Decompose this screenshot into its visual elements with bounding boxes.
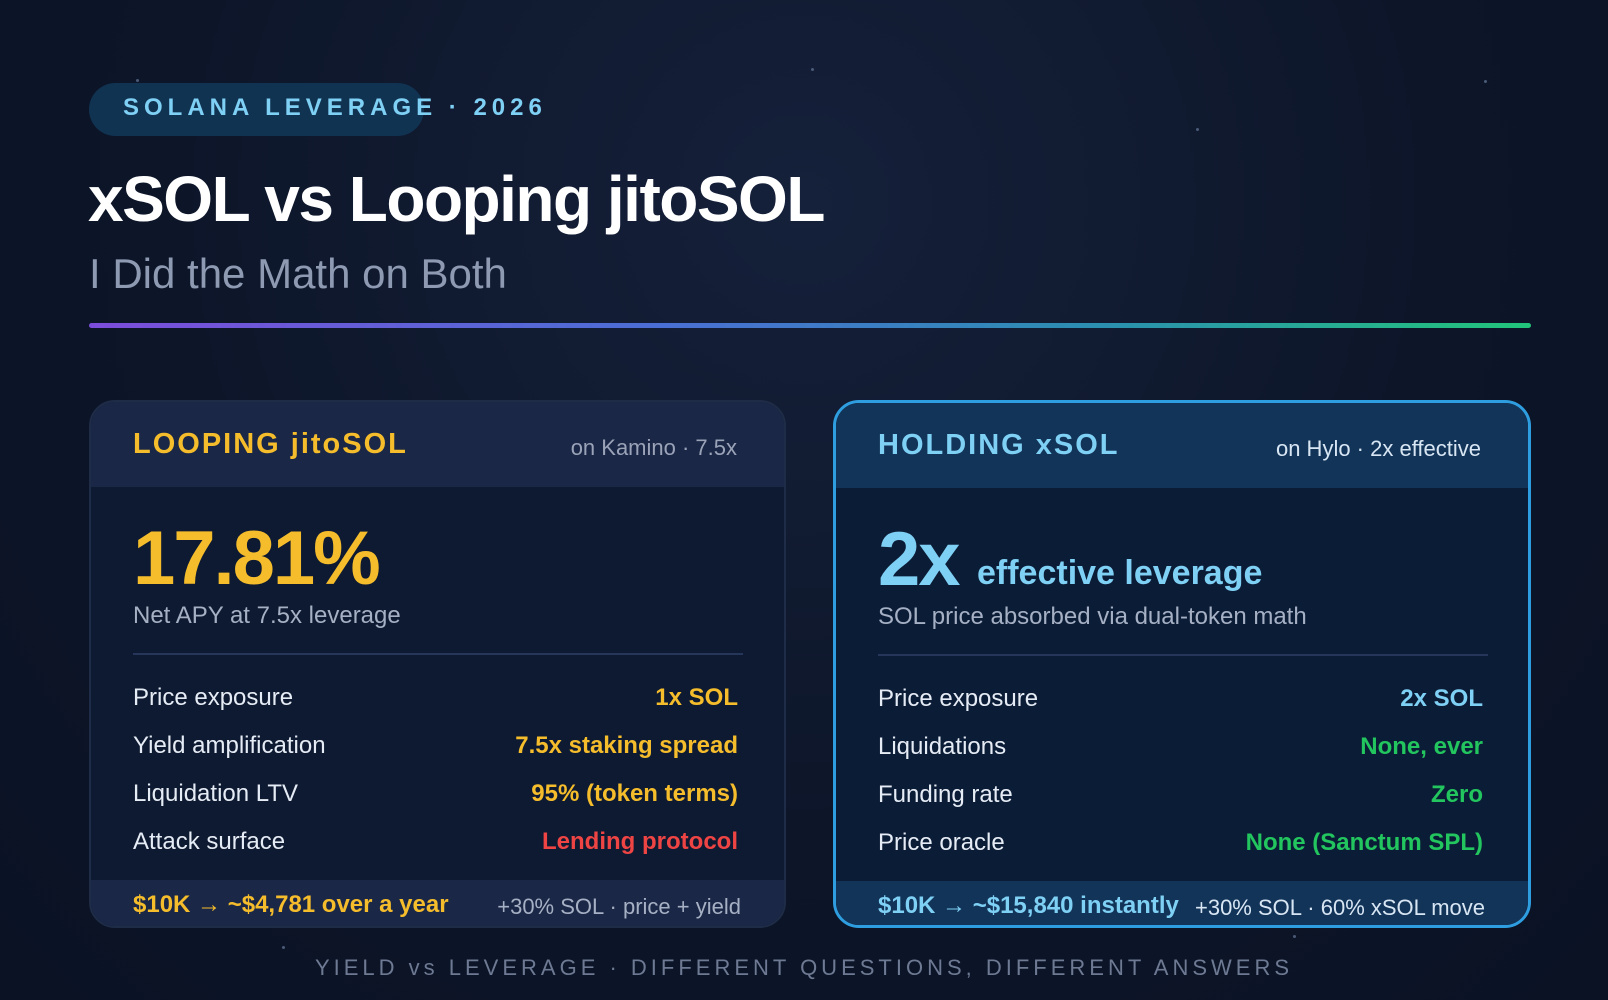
holding-xsol-card: HOLDING xSOL on Hylo · 2x effective 2x e… [833, 400, 1531, 928]
header-gradient-divider [89, 323, 1531, 328]
metric-value: Lending protocol [542, 828, 738, 855]
page-subtitle: I Did the Math on Both [89, 250, 507, 297]
metric-value: None, ever [1360, 733, 1483, 760]
metric-label: Liquidations [878, 733, 1007, 760]
metric-row-liquidations: Liquidations None, ever [878, 733, 1483, 767]
background-star [136, 79, 139, 82]
card-footer: $10K → ~$4,781 over a year +30% SOL · pr… [91, 880, 784, 926]
footer-scenario: +30% SOL · 60% xSOL move [1194, 895, 1485, 920]
footer-outcome: $10K → ~$15,840 instantly [878, 892, 1179, 919]
card-subtitle: on Hylo · 2x effective [1275, 436, 1481, 461]
header-badge [89, 83, 424, 136]
metric-row-price-oracle: Price oracle None (Sanctum SPL) [878, 829, 1483, 863]
card-header: LOOPING jitoSOL on Kamino · 7.5x [91, 402, 784, 487]
card-subtitle: on Kamino · 7.5x [570, 435, 737, 460]
metric-row-funding-rate: Funding rate Zero [878, 781, 1483, 815]
background-star [1484, 80, 1487, 83]
metric-value: 7.5x staking spread [515, 732, 738, 759]
background-star [811, 68, 814, 71]
effective-leverage-value: 2x [878, 517, 961, 602]
metric-value: 95% (token terms) [531, 780, 738, 807]
metric-label: Yield amplification [133, 732, 326, 759]
looping-jitosol-card: LOOPING jitoSOL on Kamino · 7.5x 17.81% … [89, 400, 786, 928]
metric-row-attack-surface: Attack surface Lending protocol [133, 828, 738, 862]
background-star [282, 946, 285, 949]
bottom-caption: YIELD vs LEVERAGE · DIFFERENT QUESTIONS,… [314, 955, 1294, 980]
effective-leverage-label: effective leverage [977, 554, 1263, 592]
background-star [1293, 935, 1296, 938]
metric-label: Price exposure [133, 684, 294, 711]
footer-scenario: +30% SOL · price + yield [497, 894, 741, 919]
card-title: HOLDING xSOL [878, 429, 1120, 461]
net-apy-caption: Net APY at 7.5x leverage [133, 602, 401, 629]
background-star [1196, 128, 1199, 131]
page-title: xSOL vs Looping jitoSOL [88, 163, 825, 235]
effective-leverage-caption: SOL price absorbed via dual-token math [878, 603, 1307, 630]
metric-value: 1x SOL [655, 684, 738, 711]
metric-label: Price oracle [878, 829, 1005, 856]
card-divider [878, 654, 1488, 656]
footer-outcome: $10K → ~$4,781 over a year [133, 891, 449, 918]
metric-label: Liquidation LTV [133, 780, 298, 807]
header-badge-text: SOLANA LEVERAGE · 2026 [123, 94, 547, 121]
card-divider [133, 653, 743, 655]
card-footer: $10K → ~$15,840 instantly +30% SOL · 60%… [836, 881, 1528, 925]
card-title: LOOPING jitoSOL [133, 428, 408, 460]
metric-label: Attack surface [133, 828, 286, 855]
metric-value: Zero [1430, 781, 1483, 808]
metric-label: Funding rate [878, 781, 1013, 808]
metric-row-price-exposure: Price exposure 2x SOL [878, 685, 1483, 719]
net-apy-value: 17.81% [133, 516, 381, 601]
metric-value: None (Sanctum SPL) [1245, 829, 1483, 856]
metric-row-yield-amplification: Yield amplification 7.5x staking spread [133, 732, 738, 766]
metric-value: 2x SOL [1400, 685, 1483, 712]
metric-label: Price exposure [878, 685, 1039, 712]
card-header: HOLDING xSOL on Hylo · 2x effective [836, 403, 1528, 488]
metric-row-liquidation-ltv: Liquidation LTV 95% (token terms) [133, 780, 738, 814]
metric-row-price-exposure: Price exposure 1x SOL [133, 684, 738, 718]
